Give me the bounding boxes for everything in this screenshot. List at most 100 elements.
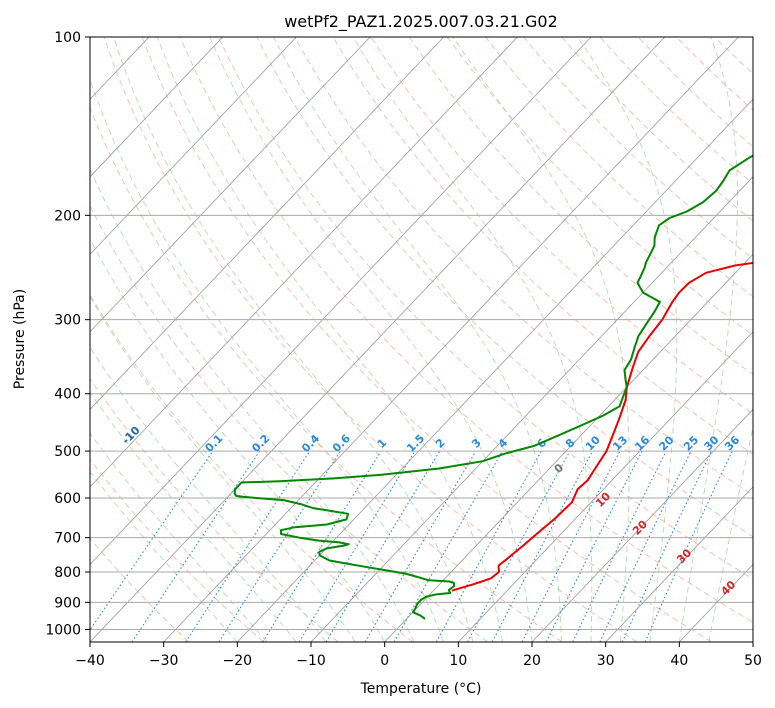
moist-adiabats (90, 37, 753, 642)
y-tick-label: 800 (54, 565, 81, 581)
isotherm-line (0, 37, 2, 642)
x-tick-label: 30 (597, 653, 615, 669)
mixing-ratio-line (572, 450, 667, 642)
isotherm-line (384, 253, 753, 642)
isotherm-line (163, 37, 739, 642)
isotherm-line (90, 37, 224, 178)
dry-adiabat-line (523, 37, 753, 260)
x-tick-label: 10 (449, 653, 467, 669)
mixing-ratio-label: 8 (563, 436, 578, 451)
isotherm-line (90, 37, 297, 255)
x-tick-label: 50 (744, 653, 762, 669)
mixing-ratio-line (644, 450, 733, 642)
dry-adiabat-line (294, 37, 753, 496)
dewpoint-profile-line (233, 154, 753, 620)
dry-adiabat-line (90, 204, 488, 642)
moist-adiabat-line (577, 37, 678, 642)
moist-adiabat-line (273, 37, 562, 642)
dry-adiabat-line (90, 458, 264, 642)
isotherm-line (90, 37, 666, 642)
dry-adiabat-line (752, 37, 753, 38)
mixing-ratio-label: 20 (656, 433, 676, 453)
moist-adiabat-line (452, 37, 630, 642)
dry-adiabat-line (370, 37, 753, 415)
moist-adiabat-line (90, 78, 445, 642)
x-tick-label: 20 (523, 653, 541, 669)
chart-title: wetPf2_PAZ1.2025.007.03.21.G02 (284, 12, 558, 32)
mixing-ratio-line (599, 450, 692, 642)
y-tick-label: 100 (54, 30, 81, 46)
isotherm-line (310, 176, 753, 642)
x-tick-label: −20 (223, 653, 253, 669)
y-tick-label: 500 (54, 444, 81, 460)
x-tick-label: −30 (149, 653, 179, 669)
mixing-ratio-line (262, 450, 382, 642)
isotherm-line (458, 331, 753, 642)
y-tick-label: 700 (54, 531, 81, 547)
moist-adiabat-line (90, 296, 356, 642)
x-axis-label: Temperature (°C) (360, 681, 482, 697)
moist-adiabat-label: 10 (593, 490, 613, 510)
mixing-ratio-label: 25 (681, 433, 701, 453)
isotherm-line (90, 37, 518, 488)
mixing-ratio-line (435, 450, 542, 642)
dry-adiabat-line (408, 37, 753, 375)
mixing-ratio-label: 10 (583, 433, 603, 453)
skewed-isotherms (0, 37, 753, 642)
mixing-ratio-label: 2 (433, 436, 448, 451)
isotherm-line (90, 37, 445, 410)
dry-adiabat-line (90, 377, 339, 642)
mixing-ratio-line (185, 450, 311, 642)
dry-adiabat-line (90, 106, 563, 642)
dry-adiabat-line (103, 37, 638, 642)
isotherm-line (605, 486, 753, 642)
mixing-ratio-lines (90, 450, 733, 642)
y-axis-ticks: 100 200 300 400 500 600 700 800 900 1000 (45, 30, 90, 638)
dry-adiabat-line (332, 37, 753, 455)
mixing-ratio-line (131, 450, 261, 642)
dry-adiabat-line (561, 37, 753, 222)
dry-adiabat-line (141, 37, 712, 642)
dry-adiabat-line (217, 37, 753, 580)
y-tick-label: 600 (54, 491, 81, 507)
mixing-ratio-line (364, 450, 477, 642)
dry-adiabat-line (637, 37, 753, 148)
moist-adiabat-line (90, 391, 297, 642)
y-tick-label: 400 (54, 387, 81, 403)
moist-adiabat-line (90, 167, 415, 642)
y-axis-label: Pressure (hPa) (12, 289, 28, 389)
x-axis-ticks: −40 −30 −20 −10 0 10 20 30 40 50 (75, 642, 762, 669)
mixing-ratio-label: 4 (496, 436, 511, 451)
dry-adiabats (90, 37, 753, 642)
y-tick-label: 900 (54, 595, 81, 611)
moist-adiabat-label: 30 (674, 546, 694, 566)
mixing-ratio-label: 36 (722, 433, 742, 453)
mixing-ratio-label: 3 (469, 436, 484, 451)
moist-adiabat-line (156, 37, 503, 642)
y-tick-label: 1000 (45, 622, 81, 638)
pressure-gridlines (90, 37, 753, 630)
x-tick-label: 40 (670, 653, 688, 669)
plot-area: -100-90-80-70-60-50-40-30-20-100.10.20.4… (0, 37, 753, 642)
isotherm-line (90, 37, 592, 566)
mixing-ratio-line (545, 450, 643, 642)
moist-adiabat-line (209, 37, 533, 642)
moist-adiabat-line (113, 37, 474, 642)
x-tick-label: −10 (296, 653, 326, 669)
moist-adiabat-line (90, 470, 238, 642)
plot-frame (89, 36, 754, 643)
isotherm-line (752, 641, 753, 642)
moist-adiabat-line (678, 37, 738, 642)
mixing-ratio-line (218, 450, 341, 642)
dry-adiabat-line (446, 37, 753, 336)
mixing-ratio-label: 16 (632, 433, 652, 453)
isotherm-line (90, 37, 371, 333)
x-tick-label: −40 (75, 653, 105, 669)
moist-adiabat-line (708, 425, 753, 642)
mixing-ratio-line (90, 450, 214, 631)
mixing-ratio-line (467, 450, 571, 642)
temperature-profile-line (451, 261, 753, 592)
moist-adiabat-label: 0 (552, 461, 567, 476)
sounding-profiles (233, 154, 753, 620)
